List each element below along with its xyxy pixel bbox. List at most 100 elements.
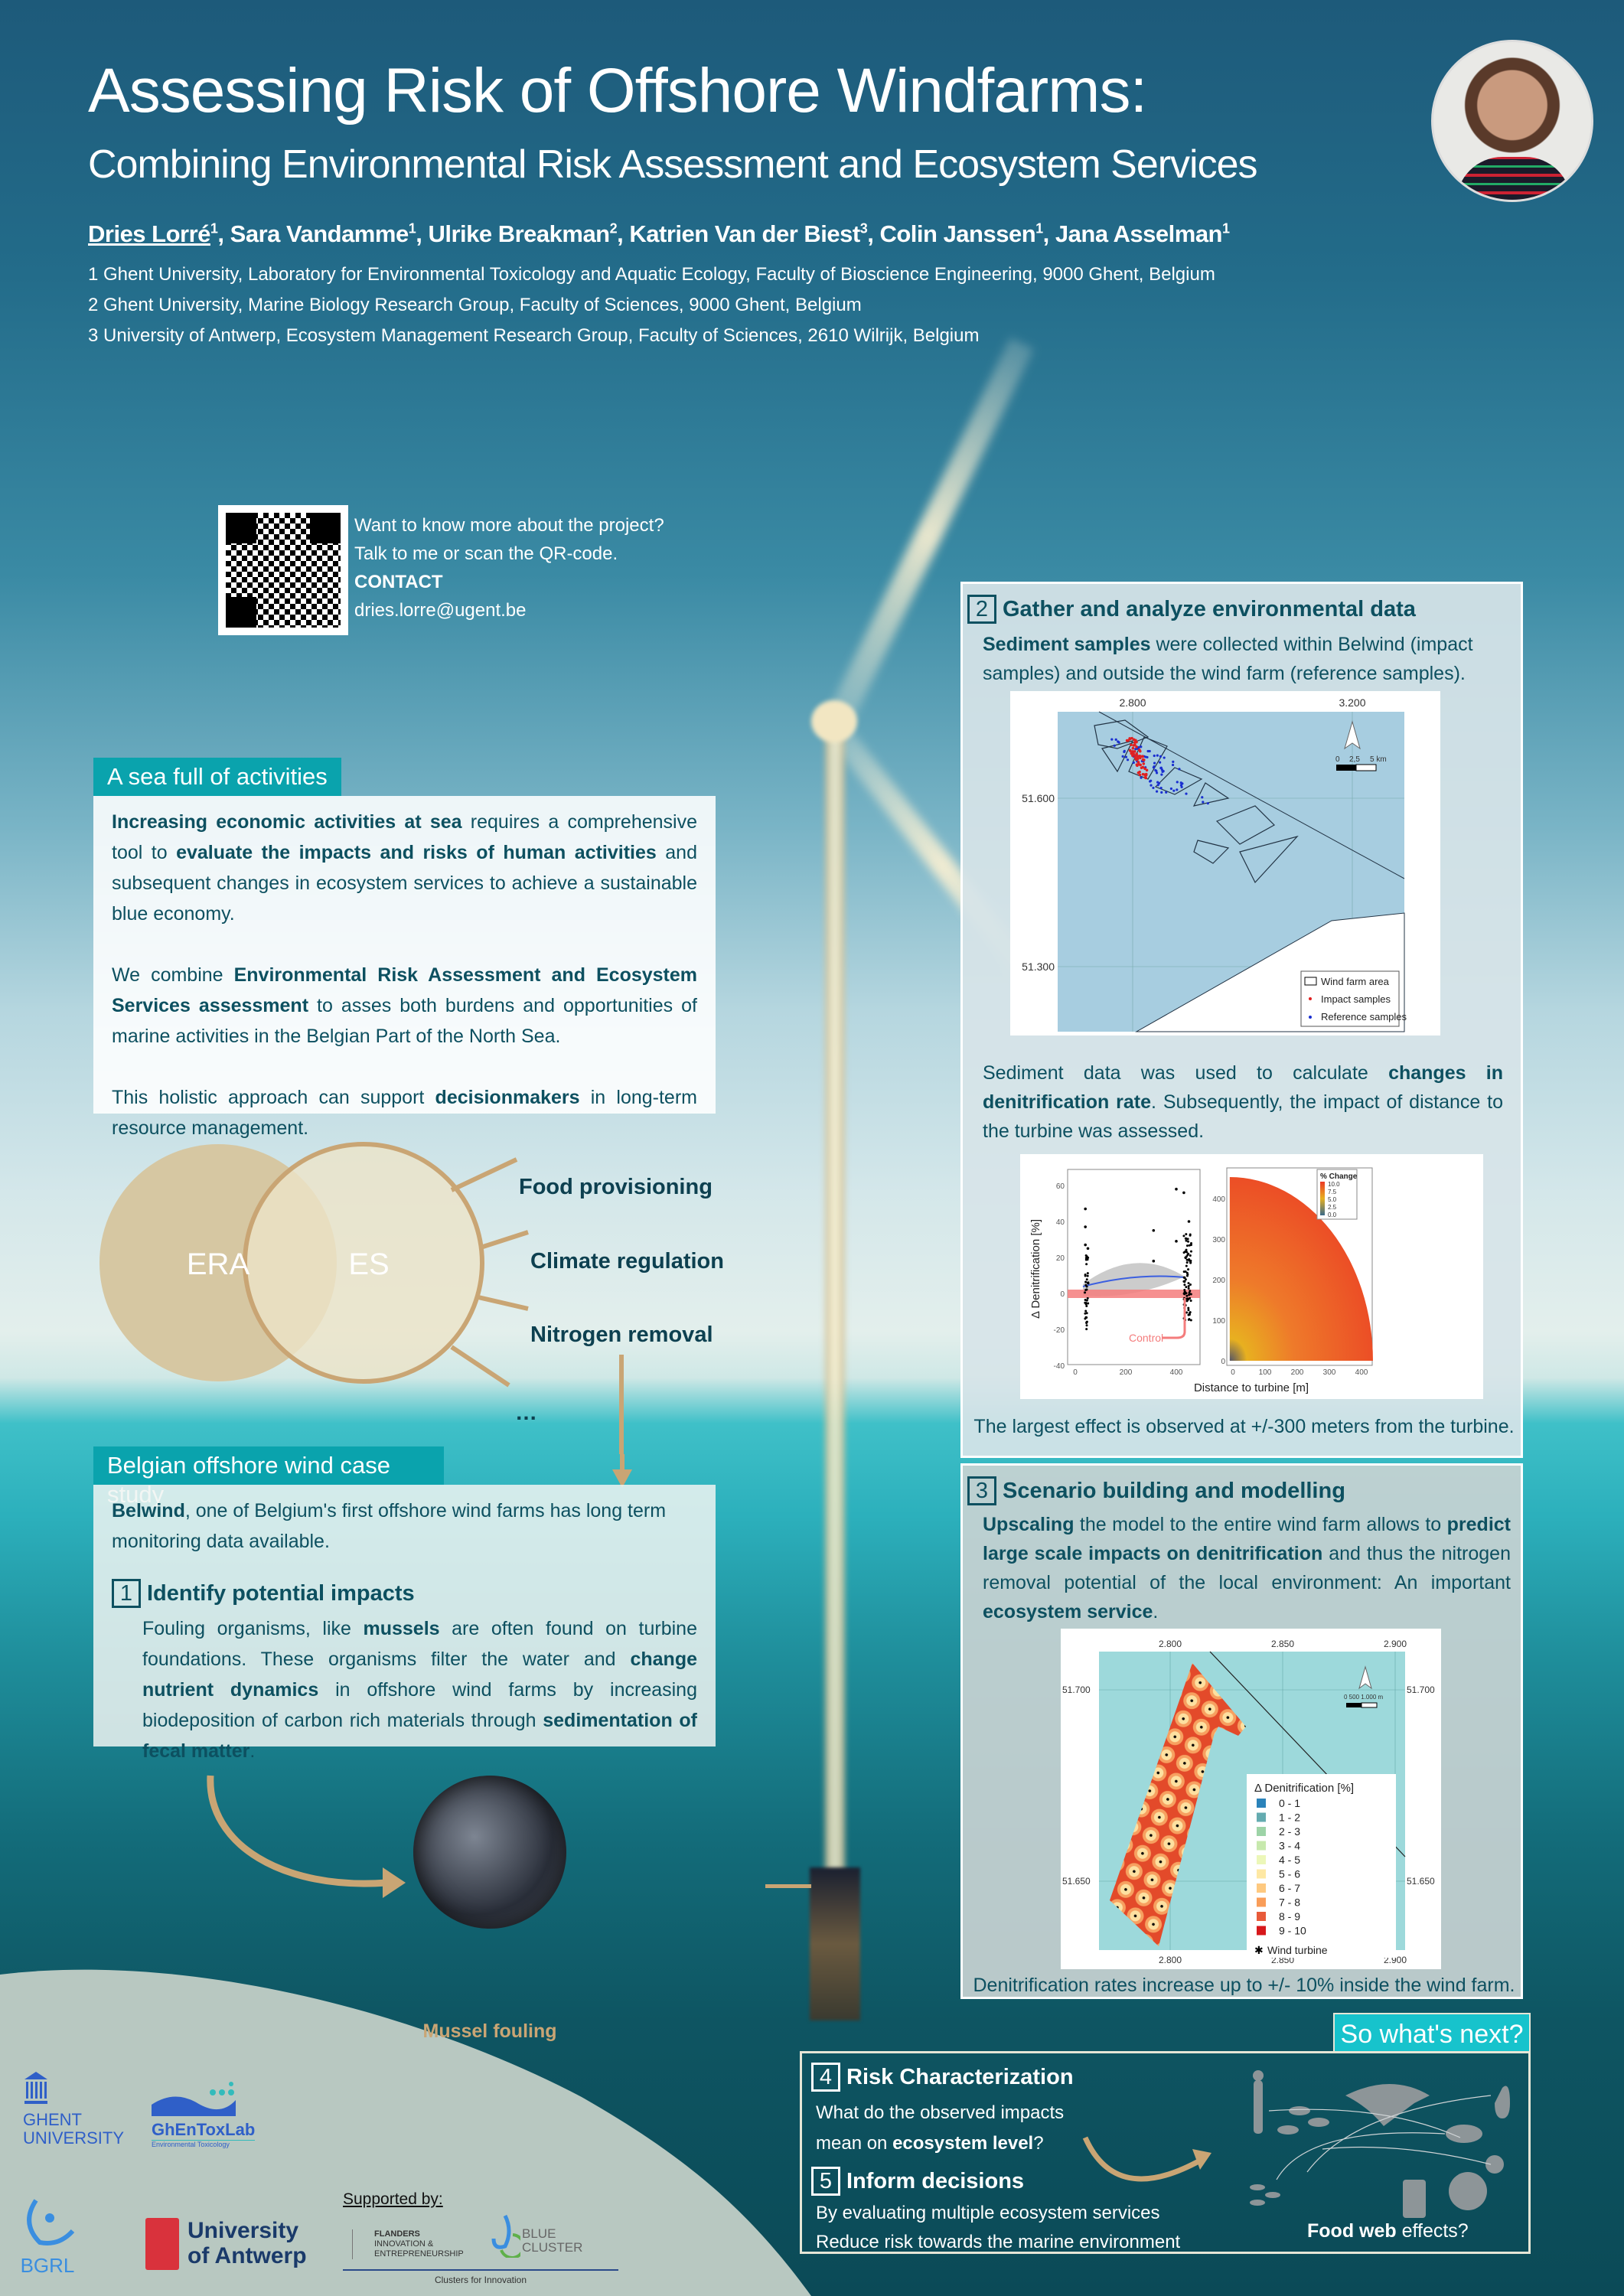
author-name: Colin Janssen bbox=[879, 220, 1036, 247]
reference-sample-point bbox=[1140, 745, 1143, 748]
data-point bbox=[1084, 1280, 1088, 1283]
data-point bbox=[1184, 1250, 1187, 1253]
ghentoxlab-logo: GhEnToxLab Environmental Toxicology bbox=[152, 2082, 256, 2148]
tick-label: 7.5 bbox=[1328, 1189, 1337, 1195]
reference-sample-point bbox=[1156, 754, 1159, 757]
north-arrow-icon bbox=[1358, 1665, 1372, 1690]
tick-label: 400 bbox=[1355, 1368, 1368, 1377]
mussel-caption: Mussel fouling bbox=[422, 2020, 557, 2042]
es-circle bbox=[243, 1142, 484, 1384]
data-point bbox=[1183, 1276, 1186, 1279]
step-heading: 4 Risk Characterization bbox=[811, 2063, 1074, 2092]
north-arrow-icon bbox=[1344, 720, 1361, 750]
scale-label: 2,5 bbox=[1349, 755, 1360, 764]
reference-sample-point bbox=[1202, 801, 1205, 804]
impact-sample-point bbox=[1132, 752, 1136, 756]
affiliation: 2 Ghent University, Marine Biology Resea… bbox=[88, 295, 862, 315]
data-point bbox=[1189, 1319, 1192, 1322]
data-point bbox=[1189, 1283, 1192, 1287]
impact-sample-point bbox=[1136, 761, 1140, 764]
affiliation-marker: 2 bbox=[609, 220, 618, 236]
data-point bbox=[1185, 1264, 1188, 1267]
reference-sample-point bbox=[1152, 786, 1155, 790]
reference-sample-point bbox=[1144, 755, 1147, 758]
step-title: Inform decisions bbox=[846, 2168, 1025, 2193]
logo-text: University bbox=[188, 2218, 299, 2243]
seaweed-icon bbox=[1403, 2180, 1426, 2218]
text-run: . bbox=[1153, 1601, 1159, 1623]
service-label: Climate regulation bbox=[530, 1249, 724, 1274]
legend-label: Wind farm area bbox=[1321, 976, 1390, 987]
tick-label: 100 bbox=[1212, 1317, 1225, 1326]
reference-sample-point bbox=[1171, 763, 1175, 767]
tick-label: 0 bbox=[1060, 1290, 1065, 1299]
reference-sample-point bbox=[1124, 755, 1128, 758]
blue-cluster-icon bbox=[491, 2214, 520, 2258]
contact-email[interactable]: dries.lorre@ugent.be bbox=[354, 600, 527, 621]
tick-label: 200 bbox=[1120, 1368, 1133, 1377]
data-point bbox=[1185, 1248, 1188, 1251]
bold-text: Belwind bbox=[112, 1500, 185, 1521]
reference-sample-point bbox=[1150, 784, 1153, 787]
data-point bbox=[1185, 1271, 1189, 1274]
shellfish-icon bbox=[1485, 2155, 1504, 2174]
reference-sample-point bbox=[1178, 768, 1181, 771]
impact-sample-point bbox=[1136, 764, 1139, 768]
legend-swatch bbox=[1257, 1883, 1266, 1893]
reference-sample-point bbox=[1159, 766, 1163, 769]
contact-line: Talk to me or scan the QR-code. bbox=[354, 543, 618, 564]
data-point bbox=[1086, 1258, 1089, 1261]
impact-sample-point bbox=[1136, 771, 1140, 775]
turbine-tower bbox=[825, 727, 845, 1890]
author-name: Jana Asselman bbox=[1055, 220, 1223, 247]
paragraph: Sediment samples were collected within B… bbox=[983, 630, 1503, 688]
data-point bbox=[1187, 1252, 1190, 1255]
impact-sample-point bbox=[1143, 773, 1146, 776]
legend-title: % Change bbox=[1320, 1172, 1358, 1181]
data-point bbox=[1086, 1274, 1089, 1277]
food-web-diagram bbox=[1250, 2070, 1510, 2218]
data-point bbox=[1187, 1309, 1190, 1312]
flanders-logo: FLANDERS INNOVATION & ENTREPRENEURSHIP bbox=[352, 2229, 464, 2259]
tick-label: 2.5 bbox=[1328, 1204, 1337, 1211]
wave-icon bbox=[152, 2082, 236, 2116]
tick-label: 200 bbox=[1212, 1277, 1225, 1285]
reference-sample-point bbox=[1160, 791, 1163, 794]
data-point bbox=[1187, 1285, 1190, 1288]
impact-sample-point bbox=[1133, 743, 1136, 746]
qr-code[interactable] bbox=[218, 505, 348, 635]
data-point bbox=[1085, 1328, 1088, 1331]
data-point bbox=[1187, 1306, 1190, 1309]
data-point bbox=[1189, 1241, 1192, 1244]
legend-label: Wind turbine bbox=[1267, 1944, 1328, 1956]
reference-sample-point bbox=[1123, 749, 1126, 752]
tick-label: -40 bbox=[1054, 1362, 1065, 1371]
data-point bbox=[1185, 1311, 1189, 1314]
data-point bbox=[1185, 1239, 1188, 1242]
impact-sample-point bbox=[1141, 755, 1145, 758]
data-point bbox=[1086, 1247, 1090, 1251]
impact-sample-point bbox=[1129, 749, 1132, 752]
bold-text: Upscaling bbox=[983, 1514, 1075, 1535]
tick-label: 2.800 bbox=[1159, 1639, 1182, 1649]
legend-label: 9 - 10 bbox=[1279, 1925, 1306, 1937]
text-run: were collected within Belwind (impact sa… bbox=[983, 634, 1473, 684]
paragraph: What do the observed impacts mean on eco… bbox=[816, 2098, 1107, 2159]
reference-sample-point bbox=[1140, 776, 1143, 779]
bold-text: Sediment samples bbox=[983, 634, 1151, 655]
service-label: … bbox=[515, 1401, 537, 1425]
data-point bbox=[1188, 1293, 1191, 1296]
bold-text: change nutrient dynamics bbox=[142, 1649, 697, 1701]
reference-sample-point bbox=[1160, 773, 1163, 776]
bold-text: Environmental Risk Assessment and Ecosys… bbox=[112, 964, 698, 1016]
legend-swatch bbox=[1257, 1799, 1266, 1808]
data-point bbox=[1182, 1191, 1185, 1195]
logo-text: FLANDERS bbox=[374, 2229, 420, 2239]
legend-label: 0 - 1 bbox=[1279, 1797, 1300, 1809]
reference-sample-point bbox=[1162, 769, 1165, 773]
scale-label: 0 500 1.000 m bbox=[1344, 1694, 1383, 1701]
data-point bbox=[1189, 1293, 1192, 1296]
divider bbox=[343, 2269, 618, 2271]
data-point bbox=[1184, 1257, 1187, 1260]
reference-sample-point bbox=[1156, 781, 1159, 784]
